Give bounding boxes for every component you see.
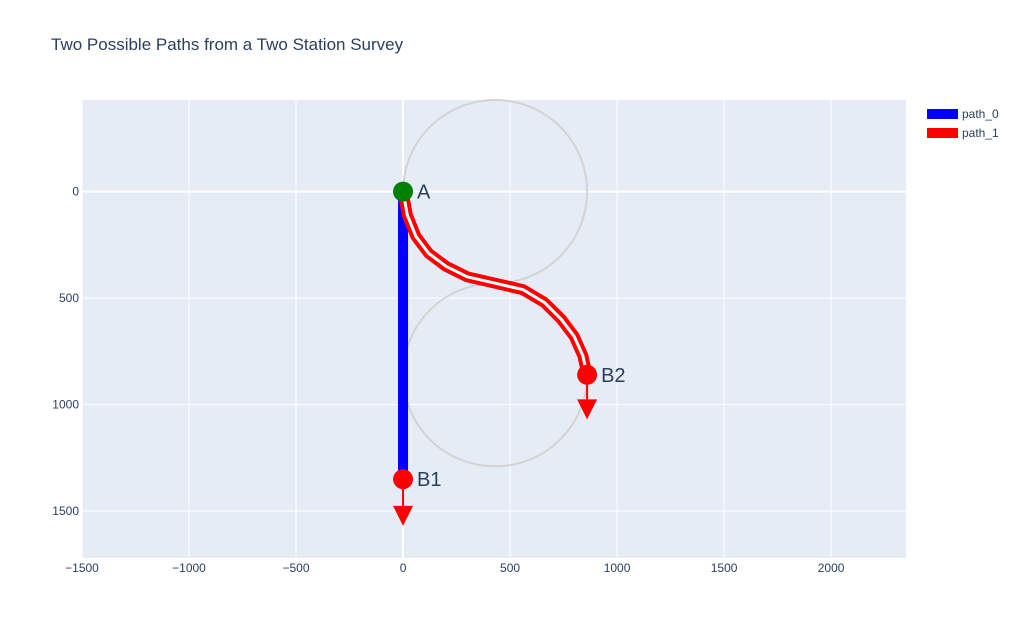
x-tick-label: 1500	[711, 561, 738, 575]
chart-title: Two Possible Paths from a Two Station Su…	[51, 35, 404, 54]
station-marker	[393, 181, 414, 202]
station-marker	[393, 469, 414, 490]
y-tick-label: 1000	[52, 398, 79, 412]
station-label: B2	[601, 365, 625, 387]
legend-swatch[interactable]	[927, 128, 958, 138]
series-lines	[397, 186, 593, 480]
x-tick-label: 500	[500, 561, 520, 575]
y-tick-label: 0	[72, 185, 79, 199]
legend-label[interactable]: path_1	[962, 126, 999, 140]
series-line-highlight	[401, 190, 589, 377]
station-points: A B1 B2	[393, 181, 626, 491]
legend-label[interactable]: path_0	[962, 107, 999, 121]
x-tick-label: −1000	[172, 561, 206, 575]
x-tick-label: −500	[283, 561, 310, 575]
legend-swatch[interactable]	[927, 109, 958, 119]
arrow-head	[577, 399, 598, 420]
station-marker	[577, 364, 598, 385]
arrow-head	[393, 505, 414, 526]
x-tick-label: 2000	[818, 561, 845, 575]
y-tick-label: 1500	[52, 504, 79, 518]
grid-lines	[81, 100, 906, 558]
station-label: B1	[417, 469, 441, 491]
y-tick-label: 500	[59, 291, 79, 305]
x-tick-label: 0	[400, 561, 407, 575]
plot-area	[82, 100, 906, 558]
x-tick-label: 1000	[604, 561, 631, 575]
legend[interactable]: path_0 path_1	[927, 107, 999, 140]
x-axis-ticks: −1500 −1000 −500 0 500 1000 1500 2000	[65, 561, 845, 575]
station-label: A	[417, 182, 431, 204]
x-tick-label: −1500	[65, 561, 99, 575]
y-axis-ticks: 0 500 1000 1500	[52, 185, 79, 519]
